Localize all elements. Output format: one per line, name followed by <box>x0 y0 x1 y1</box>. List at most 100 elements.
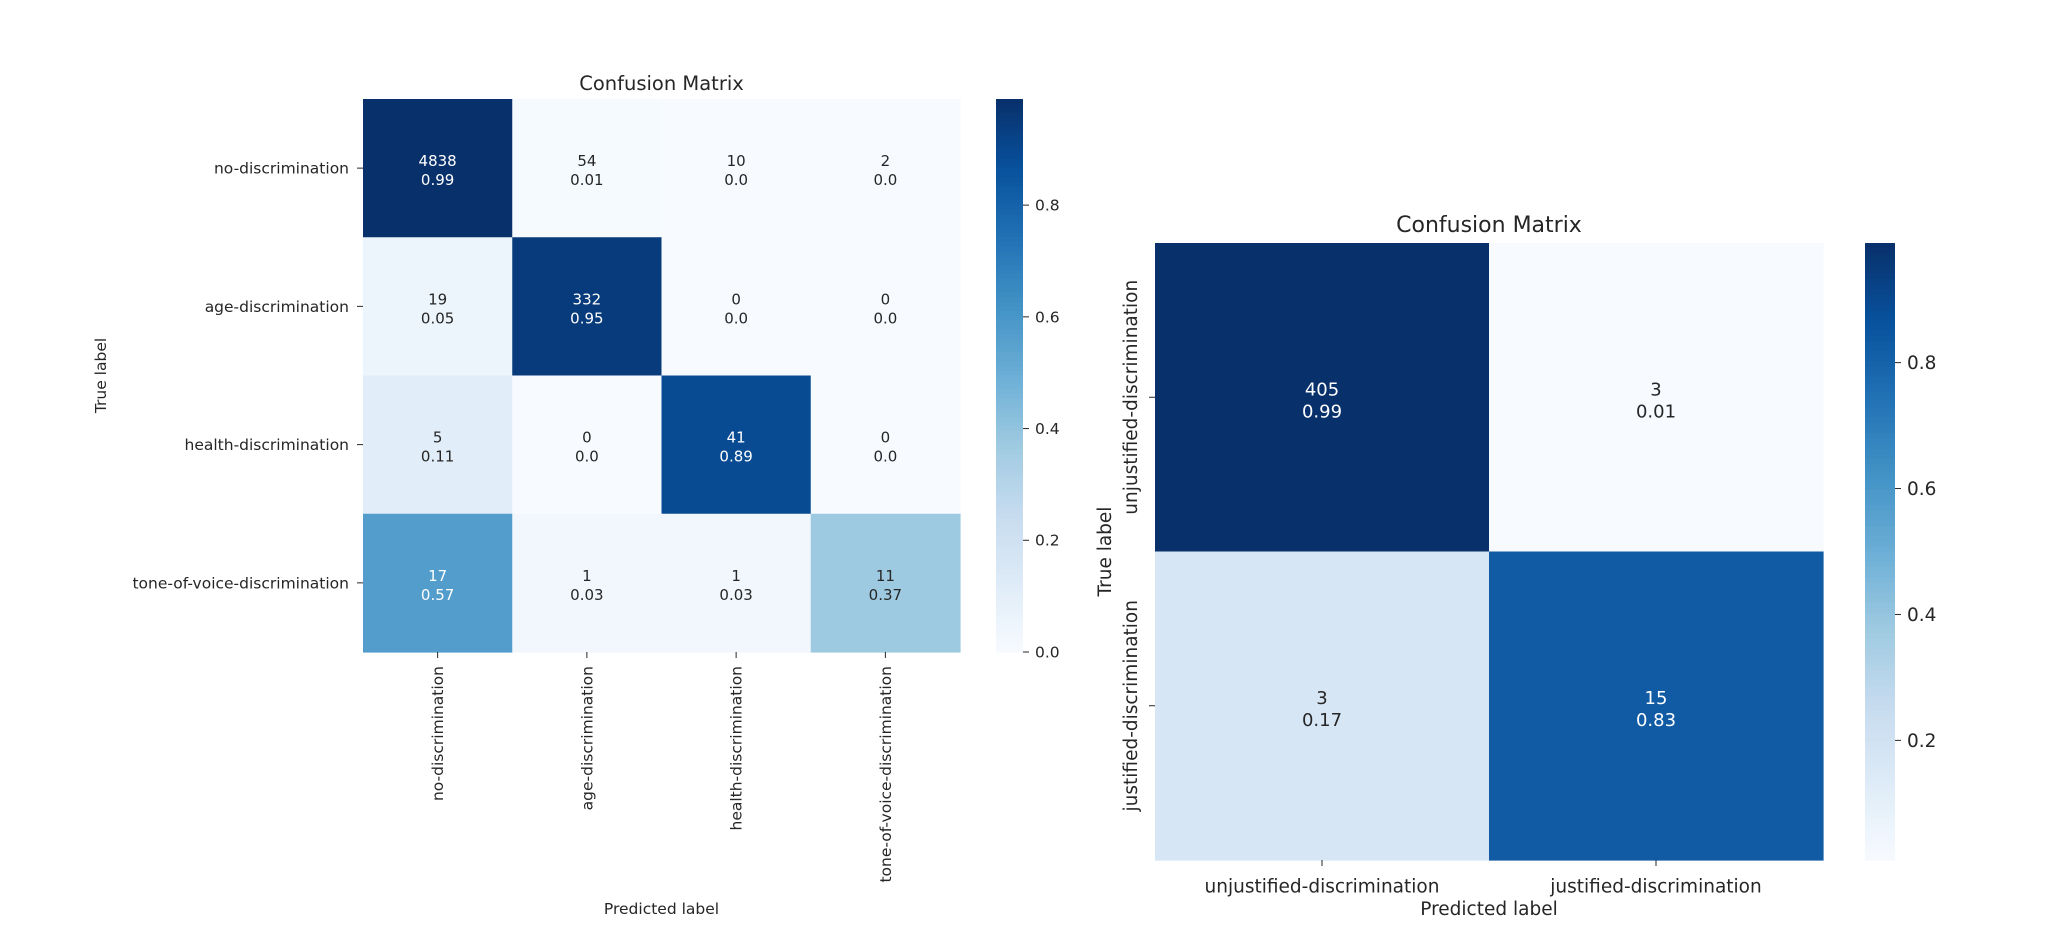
colorbar-segment <box>1865 268 1895 275</box>
y-axis-label: True label <box>1095 507 1116 598</box>
colorbar-segment <box>1865 525 1895 532</box>
colorbar-segment <box>1865 294 1895 301</box>
colorbar-segment <box>1865 278 1895 285</box>
colorbar-segment <box>1865 700 1895 707</box>
heatmap-cell-r1-c0 <box>363 237 513 377</box>
colorbar-segment <box>996 154 1023 160</box>
cell-count: 0 <box>881 290 891 308</box>
colorbar-segment <box>996 513 1023 520</box>
colorbar-segment <box>996 237 1023 243</box>
heatmap-cell-r3-c1 <box>512 513 663 653</box>
colorbar-segment <box>996 117 1023 123</box>
colorbar-segment <box>996 582 1023 589</box>
colorbar-segment <box>996 163 1023 169</box>
colorbar-segment <box>996 624 1023 630</box>
colorbar-segment <box>996 509 1023 515</box>
colorbar-segment <box>1865 710 1895 717</box>
colorbar-segment <box>996 481 1023 487</box>
chart-title: Confusion Matrix <box>1396 213 1582 238</box>
colorbar-segment <box>1865 592 1895 599</box>
colorbar-segment <box>1865 824 1895 830</box>
colorbar-segment <box>996 301 1023 308</box>
colorbar-segment <box>1865 546 1895 553</box>
colorbar-tick-label: 0.0 <box>1035 643 1060 661</box>
colorbar-segment <box>1865 602 1895 609</box>
heatmap-cell-r0-c3 <box>810 99 961 238</box>
colorbar-segment <box>1865 340 1895 347</box>
colorbar-segment <box>996 546 1023 552</box>
colorbar-segment <box>996 610 1023 616</box>
cell-count: 19 <box>428 290 447 308</box>
colorbar-segment <box>996 241 1023 248</box>
colorbar-segment <box>1865 695 1895 702</box>
y-axis-label: True label <box>92 338 110 414</box>
y-tick-label-justified-discrimination: justified-discrimination <box>1121 600 1142 812</box>
colorbar-segment <box>1865 566 1895 573</box>
colorbar-segment <box>996 324 1023 331</box>
colorbar-segment <box>1865 536 1895 543</box>
cell-count: 5 <box>433 429 443 447</box>
y-tick-label-no-discrimination: no-discrimination <box>214 160 349 178</box>
colorbar-segment <box>1865 721 1895 728</box>
cell-normalized: 0.95 <box>570 309 603 327</box>
colorbar-segment <box>1865 541 1895 548</box>
colorbar-segment <box>996 435 1023 441</box>
colorbar-segment <box>996 122 1023 128</box>
colorbar-segment <box>1865 818 1895 825</box>
colorbar-segment <box>1865 623 1895 630</box>
colorbar-segment <box>996 398 1023 404</box>
x-axis-label: Predicted label <box>1420 899 1557 920</box>
colorbar-segment <box>1865 587 1895 594</box>
colorbar-segment <box>1865 243 1895 249</box>
colorbar-segment <box>996 375 1023 381</box>
colorbar-segment <box>1865 572 1895 579</box>
colorbar-segment <box>996 200 1023 206</box>
colorbar-segment <box>996 389 1023 395</box>
colorbar-segment <box>1865 726 1895 733</box>
colorbar-segment <box>1865 453 1895 460</box>
colorbar-segment <box>996 596 1023 603</box>
colorbar: 0.0 0.2 0.4 0.6 0.8 <box>996 99 1060 661</box>
cell-normalized: 0.99 <box>421 171 454 189</box>
cell-count: 15 <box>1645 688 1668 709</box>
colorbar-segment <box>996 145 1023 151</box>
colorbar-segment <box>996 103 1023 110</box>
colorbar-segment <box>1865 777 1895 784</box>
cell-normalized: 0.89 <box>719 448 752 466</box>
colorbar-segment <box>1865 438 1895 445</box>
colorbar-segment <box>1865 263 1895 270</box>
colorbar-tick-label: 0.8 <box>1035 197 1060 215</box>
colorbar-segment <box>996 361 1023 368</box>
colorbar-segment <box>1865 520 1895 527</box>
colorbar-segment <box>996 628 1023 635</box>
colorbar-segment <box>996 472 1023 478</box>
colorbar-segment <box>1865 628 1895 635</box>
colorbar-segment <box>1865 500 1895 507</box>
colorbar-segment <box>1865 669 1895 676</box>
colorbar-segment <box>996 504 1023 510</box>
heatmap-cell-r2-c0 <box>363 375 513 515</box>
colorbar-segment <box>1865 762 1895 769</box>
colorbar-segment <box>1865 685 1895 692</box>
colorbar-segment <box>996 209 1023 216</box>
colorbar-segment <box>1865 680 1895 686</box>
heatmap-cell-r0-c0 <box>363 99 513 238</box>
y-tick-label-tone-of-voice-discrimination: tone-of-voice-discrimination <box>132 574 349 592</box>
colorbar-segment <box>996 320 1023 326</box>
colorbar-segment <box>1865 392 1895 399</box>
colorbar-segment <box>996 430 1023 437</box>
colorbar-segment <box>1865 772 1895 779</box>
colorbar-segment <box>1865 448 1895 455</box>
heatmap-cell-r3-c0 <box>363 513 513 653</box>
confusion-matrix-left: 48380.99540.01100.020.0190.053320.9500.0… <box>92 72 1060 918</box>
colorbar-segment <box>996 310 1023 317</box>
cell-normalized: 0.0 <box>873 448 897 466</box>
colorbar-segment <box>1865 844 1895 851</box>
colorbar-segment <box>996 334 1023 340</box>
colorbar-segment <box>1865 633 1895 640</box>
colorbar-segment <box>1865 258 1895 265</box>
colorbar-segment <box>1865 304 1895 311</box>
colorbar-segment <box>996 218 1023 225</box>
cell-normalized: 0.57 <box>421 586 454 604</box>
